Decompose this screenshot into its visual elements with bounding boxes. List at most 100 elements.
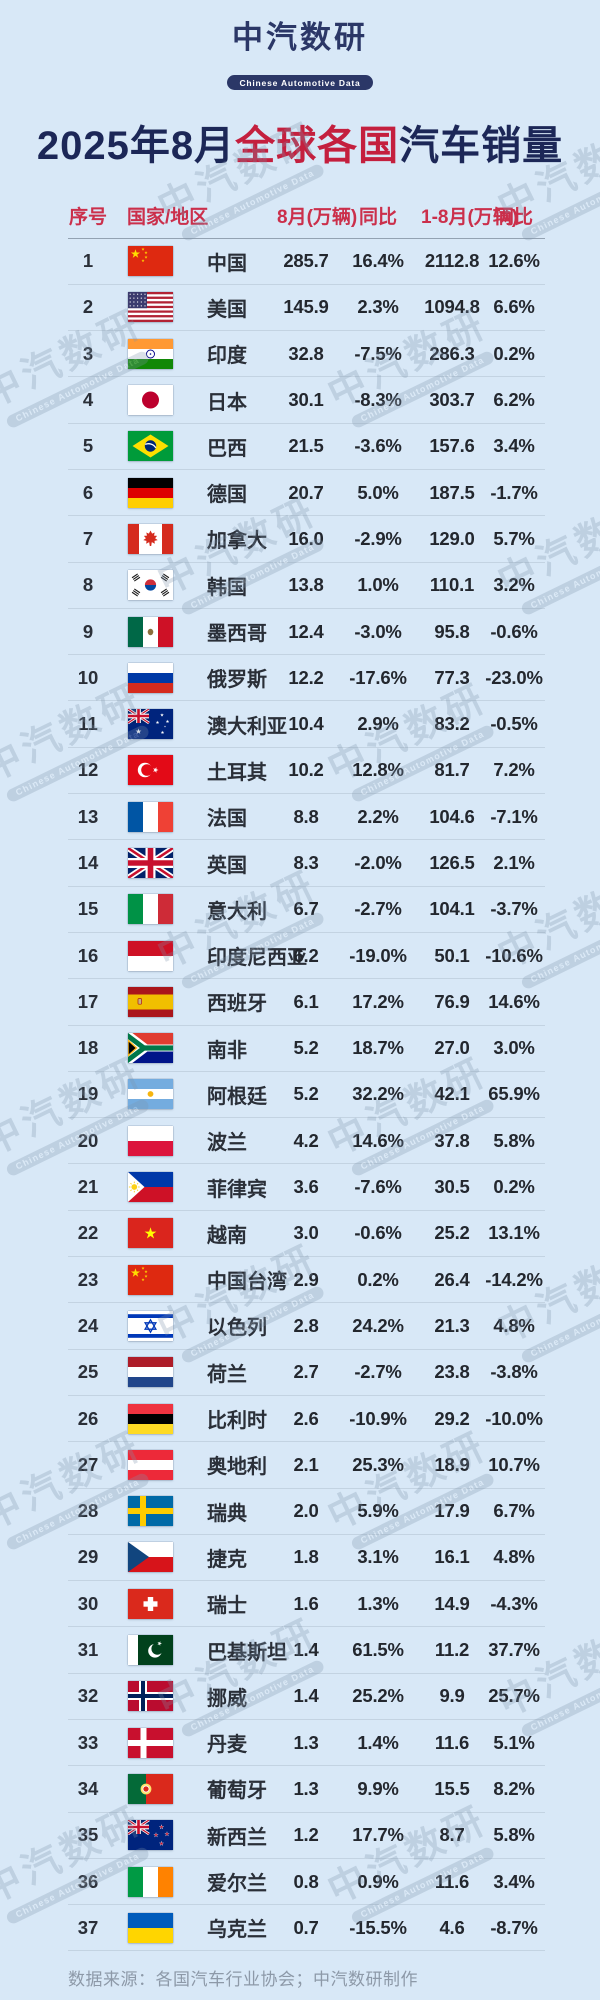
aug-yoy-cell: 3.1% [357,1546,399,1568]
aug-yoy-cell: -2.0% [354,852,402,873]
flag-ua-icon [128,1912,173,1943]
aug-sales-cell: 2.8 [293,1314,319,1336]
flag-au-icon [128,709,173,740]
aug-sales-cell: 2.1 [293,1453,319,1475]
aug-yoy-cell: -8.3% [354,389,402,411]
aug-yoy-cell: 12.8% [352,759,404,781]
flag-cn-icon [128,1264,173,1295]
ytd-yoy-cell: 0.2% [493,1176,535,1198]
ytd-yoy-cell: 12.6% [488,250,540,272]
brand-name: 中汽数研 [232,20,368,55]
flag-se-icon [128,1496,173,1527]
table-row: 28 瑞典 2.0 5.9% 17.9 6.7% [68,1489,545,1535]
ytd-sales-cell: 2112.8 [424,250,480,272]
ytd-sales-cell: 11.6 [434,1731,470,1753]
flag-tr-icon [128,755,173,786]
aug-sales-cell: 2.0 [293,1500,319,1522]
rank-cell: 5 [82,435,94,457]
table-row: 15 意大利 6.7 -2.7% 104.1 -3.7% [68,887,545,933]
rank-cell: 29 [77,1546,99,1568]
ytd-yoy-cell: -3.7% [490,898,538,920]
table-row: 21 菲律宾 3.6 -7.6% 30.5 0.2% [68,1164,545,1211]
rank-cell: 16 [77,944,99,966]
rank-cell: 6 [82,481,94,503]
ytd-sales-cell: 1094.8 [424,296,480,318]
ytd-yoy-cell: -0.6% [490,620,538,642]
ytd-yoy-cell: 5.8% [493,1129,535,1151]
aug-sales-cell: 2.9 [293,1268,319,1290]
table-row: 17 西班牙 6.1 17.2% 76.9 14.6% [68,979,545,1026]
aug-yoy-cell: -3.0% [354,620,402,642]
table-row: 27 奥地利 2.1 25.3% 18.9 10.7% [68,1442,545,1489]
header-aug-sales: 8月(万辆) [277,206,358,228]
aug-sales-cell: 8.8 [293,805,319,827]
ytd-yoy-cell: 4.8% [493,1314,535,1336]
ytd-yoy-cell: 8.2% [493,1777,535,1799]
country-name-cell: 瑞典 [207,1502,247,1525]
rank-cell: 28 [77,1500,99,1522]
ytd-yoy-cell: 2.1% [493,852,535,873]
table-row: 11 澳大利亚 10.4 2.9% 83.2 -0.5% [68,701,545,748]
aug-sales-cell: 1.3 [293,1731,319,1753]
country-name-cell: 印度 [207,345,247,368]
flag-fr-icon [128,801,173,832]
table-row: 36 爱尔兰 0.8 0.9% 11.6 3.4% [68,1859,545,1906]
table-row: 8 韩国 13.8 1.0% 110.1 3.2% [68,563,545,609]
aug-sales-cell: 1.6 [293,1592,319,1614]
aug-sales-cell: 20.7 [288,481,324,503]
country-name-cell: 日本 [207,391,247,414]
aug-yoy-cell: 61.5% [352,1639,404,1661]
aug-yoy-cell: 2.3% [357,296,399,318]
rank-cell: 27 [77,1453,99,1475]
country-name-cell: 西班牙 [207,993,267,1016]
ytd-sales-cell: 18.9 [434,1453,470,1475]
aug-sales-cell: 1.8 [293,1546,319,1568]
ytd-sales-cell: 83.2 [434,713,470,735]
ytd-yoy-cell: -3.8% [490,1361,538,1383]
aug-yoy-cell: -19.0% [349,944,407,966]
country-name-cell: 意大利 [207,900,267,923]
flag-no-icon [128,1681,173,1712]
aug-sales-cell: 10.4 [288,713,324,735]
table-row: 25 荷兰 2.7 -2.7% 23.8 -3.8% [68,1350,545,1396]
ytd-sales-cell: 104.6 [429,805,475,827]
aug-sales-cell: 6.2 [293,944,319,966]
flag-be-icon [128,1403,173,1434]
header-ytd-sales: 1-8月(万辆) [421,206,519,228]
table-row: 32 挪威 1.4 25.2% 9.9 25.7% [68,1674,545,1720]
ytd-sales-cell: 77.3 [434,666,470,688]
rank-cell: 4 [82,389,94,411]
aug-yoy-cell: 9.9% [357,1777,399,1799]
rank-cell: 25 [77,1361,99,1383]
flag-cn-icon [128,246,173,277]
country-name-cell: 新西兰 [207,1826,267,1849]
flag-pt-icon [128,1773,173,1804]
rank-cell: 26 [77,1407,99,1429]
page-header: 中汽数研 Chinese Automotive Data 2025年8月全球各国… [0,0,600,169]
country-name-cell: 法国 [207,808,247,831]
country-name-cell: 美国 [207,298,247,321]
country-name-cell: 南非 [207,1039,247,1062]
aug-yoy-cell: 16.4% [352,250,404,272]
aug-sales-cell: 2.6 [293,1407,319,1429]
ytd-sales-cell: 30.5 [434,1176,470,1198]
ytd-yoy-cell: 10.7% [488,1453,540,1475]
ytd-yoy-cell: 25.7% [488,1685,540,1707]
aug-sales-cell: 6.1 [293,990,319,1012]
ytd-sales-cell: 81.7 [434,759,470,781]
rank-cell: 36 [77,1870,99,1892]
country-name-cell: 巴基斯坦 [207,1641,287,1664]
rank-cell: 14 [77,852,99,873]
country-name-cell: 墨西哥 [207,623,267,646]
aug-sales-cell: 3.6 [293,1176,319,1198]
ytd-sales-cell: 25.2 [434,1222,470,1244]
title-date: 2025年8月 [36,123,236,168]
aug-sales-cell: 32.8 [288,342,324,364]
ytd-sales-cell: 187.5 [429,481,475,503]
ytd-sales-cell: 42.1 [434,1083,470,1105]
table-row: 35 新西兰 1.2 17.7% 8.7 5.8% [68,1813,545,1859]
country-name-cell: 中国台湾 [207,1271,287,1294]
flag-es-icon [128,986,173,1017]
flag-kr-icon [128,570,173,601]
ytd-yoy-cell: 7.2% [493,759,535,781]
